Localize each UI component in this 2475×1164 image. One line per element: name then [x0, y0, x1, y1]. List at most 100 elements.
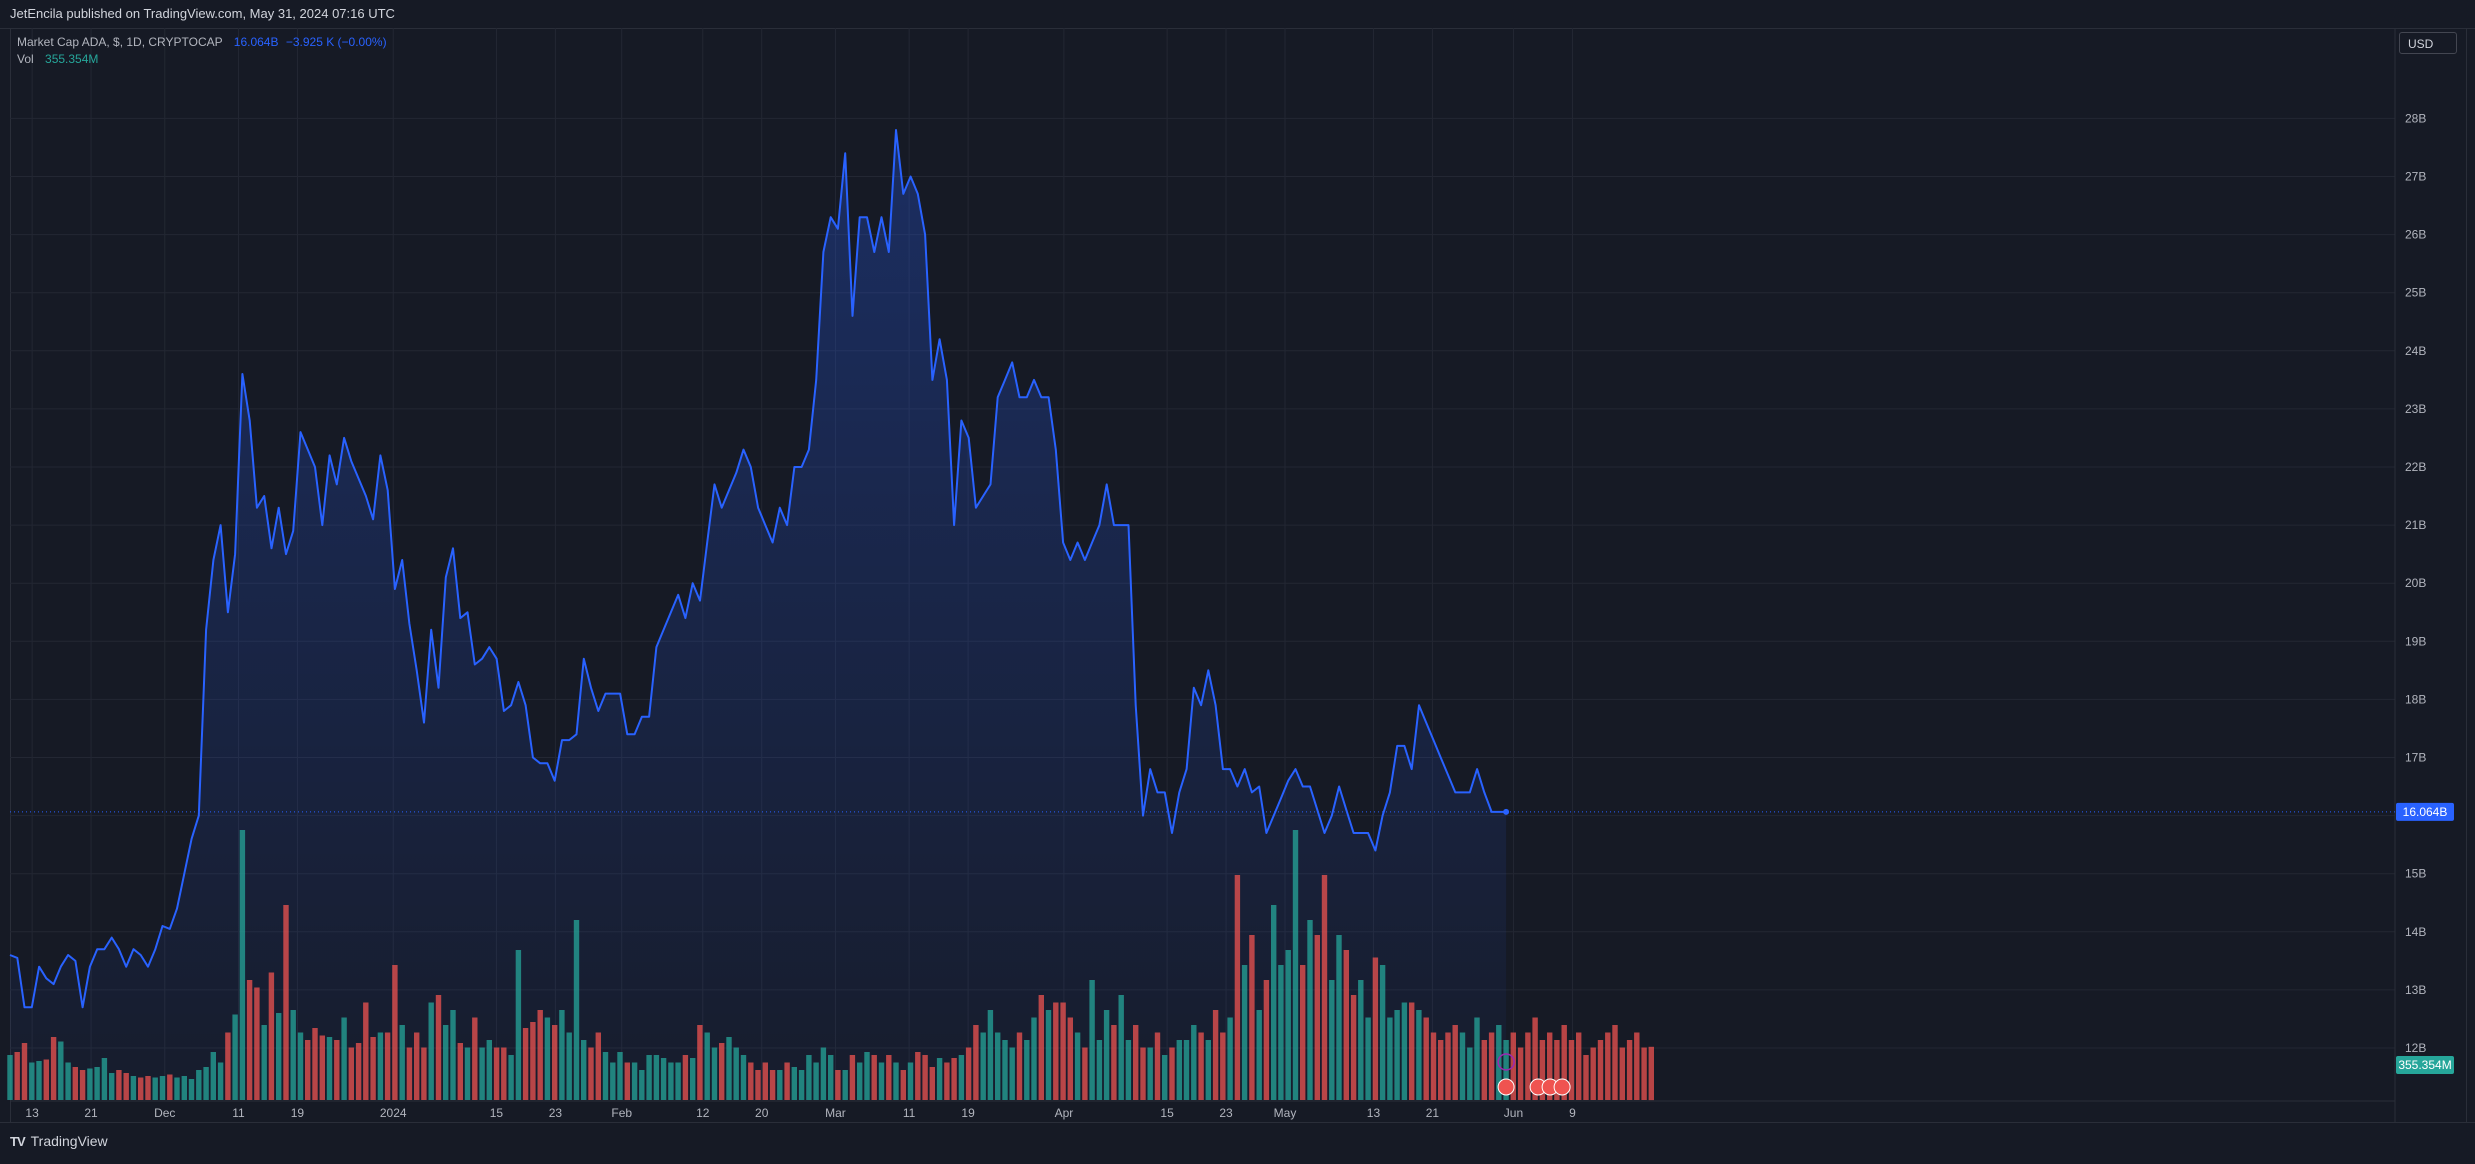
- volume-bar: [305, 1040, 311, 1100]
- volume-bar: [922, 1055, 928, 1100]
- x-tick-label: 15: [1160, 1106, 1174, 1120]
- volume-bar: [1133, 1025, 1139, 1100]
- y-tick-label: 13B: [2405, 983, 2426, 997]
- volume-bar: [464, 1047, 471, 1100]
- volume-bar: [1517, 1047, 1524, 1100]
- x-tick-label: 21: [1426, 1106, 1440, 1120]
- volume-bar: [1532, 1017, 1538, 1100]
- volume-bar: [1314, 935, 1320, 1100]
- volume-bar: [268, 972, 275, 1100]
- volume-bar: [1416, 1010, 1422, 1100]
- volume-bar: [472, 1017, 478, 1100]
- y-tick-label: 18B: [2405, 692, 2426, 706]
- footer: [0, 1122, 2475, 1164]
- x-tick-label: 23: [549, 1106, 563, 1120]
- volume-bar: [748, 1062, 754, 1100]
- y-tick-label: 22B: [2405, 460, 2426, 474]
- last-price-label: 16.064B: [2403, 805, 2448, 819]
- volume-bar: [87, 1068, 93, 1100]
- volume-bar: [1612, 1025, 1618, 1100]
- volume-bar: [573, 920, 580, 1100]
- volume-bar: [334, 1040, 340, 1100]
- x-tick-label: 15: [490, 1106, 504, 1120]
- volume-bar: [1343, 950, 1349, 1100]
- volume-bar: [421, 1047, 427, 1100]
- volume-bar: [552, 1025, 558, 1100]
- volume-bar: [871, 1055, 877, 1100]
- volume-bar: [392, 965, 398, 1100]
- volume-bar: [21, 1043, 28, 1100]
- volume-bar: [1263, 980, 1270, 1100]
- volume-bar: [907, 1062, 914, 1100]
- volume-bar: [1619, 1047, 1625, 1100]
- volume-bar: [602, 1052, 609, 1100]
- volume-bar: [1597, 1040, 1604, 1100]
- volume-bar: [130, 1076, 137, 1100]
- y-tick-label: 26B: [2405, 228, 2426, 242]
- price-area: [10, 130, 1507, 1100]
- volume-bar: [254, 987, 260, 1100]
- legend-symbol: Market Cap ADA, $, 1D, CRYPTOCAP: [17, 35, 223, 49]
- volume-bar: [414, 1032, 420, 1100]
- tradingview-logo[interactable]: TV TradingView: [10, 1133, 108, 1149]
- volume-bar: [1198, 1032, 1204, 1100]
- volume-bar: [123, 1073, 129, 1100]
- volume-bar: [1162, 1055, 1168, 1100]
- volume-bar: [486, 1040, 492, 1100]
- volume-bar: [522, 1028, 529, 1100]
- volume-bar: [980, 1032, 986, 1100]
- x-tick-label: 12: [696, 1106, 710, 1120]
- volume-bar: [377, 1032, 384, 1100]
- x-tick-label: 23: [1219, 1106, 1233, 1120]
- volume-bar: [1525, 1032, 1531, 1100]
- volume-bar: [1300, 965, 1306, 1100]
- volume-bar: [1241, 965, 1248, 1100]
- volume-bar: [849, 1055, 856, 1100]
- volume-bar: [1321, 875, 1328, 1100]
- x-tick-label: May: [1274, 1106, 1297, 1120]
- volume-bar: [203, 1067, 209, 1100]
- volume-bar: [1626, 1040, 1633, 1100]
- y-tick-label: 15B: [2405, 867, 2426, 881]
- volume-bar: [1169, 1047, 1175, 1100]
- volume-bar: [726, 1037, 732, 1100]
- volume-bar: [1372, 957, 1379, 1100]
- volume-bar: [530, 1022, 536, 1100]
- y-tick-label: 28B: [2405, 111, 2426, 125]
- volume-bar: [1350, 995, 1357, 1100]
- volume-bar: [167, 1074, 173, 1100]
- volume-bar: [341, 1017, 347, 1100]
- volume-bar: [893, 1062, 899, 1100]
- volume-bar: [1452, 1025, 1458, 1100]
- volume-bar: [566, 1032, 572, 1100]
- volume-bar: [965, 1047, 972, 1100]
- legend-main-row: Market Cap ADA, $, 1D, CRYPTOCAP 16.064B…: [17, 34, 387, 51]
- volume-bar: [936, 1058, 943, 1100]
- event-us-flag-icon: [1497, 1078, 1515, 1096]
- volume-bar: [835, 1070, 841, 1100]
- volume-bar: [196, 1070, 202, 1100]
- volume-bar: [457, 1043, 463, 1100]
- volume-bar: [493, 1047, 500, 1100]
- volume-bar: [1605, 1032, 1611, 1100]
- volume-bar: [58, 1041, 64, 1100]
- volume-bar: [225, 1032, 231, 1100]
- volume-bar: [878, 1062, 885, 1100]
- volume-bar: [1576, 1032, 1582, 1100]
- x-tick-label: 13: [25, 1106, 39, 1120]
- x-tick-label: 2024: [380, 1106, 407, 1120]
- volume-bar: [1074, 1032, 1081, 1100]
- volume-bar: [1009, 1047, 1015, 1100]
- volume-bar: [1329, 980, 1335, 1100]
- volume-bar: [1278, 965, 1284, 1100]
- volume-bar: [668, 1062, 674, 1100]
- legend-vol-label: Vol: [17, 52, 34, 66]
- volume-bar: [7, 1055, 13, 1100]
- volume-bar: [864, 1052, 870, 1100]
- volume-bar: [791, 1067, 797, 1100]
- volume-bar: [1118, 995, 1124, 1100]
- currency-button[interactable]: USD: [2399, 32, 2457, 54]
- volume-bar: [1379, 965, 1386, 1100]
- volume-bar: [1220, 1032, 1226, 1100]
